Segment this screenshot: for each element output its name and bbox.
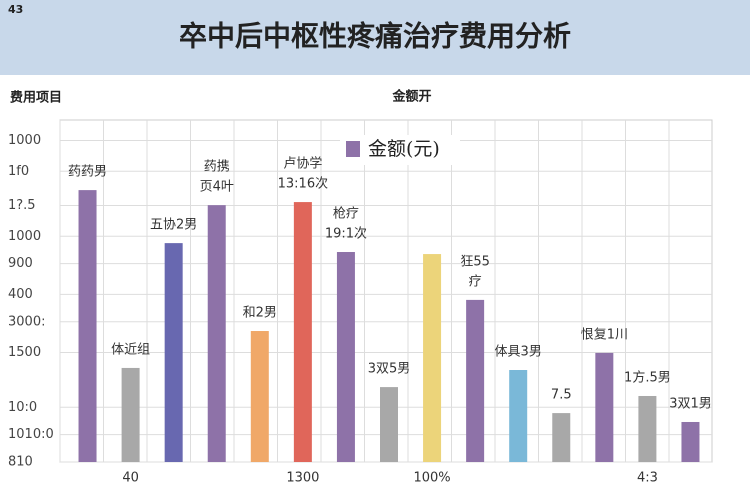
x-tick-label: 40	[122, 471, 139, 486]
bar	[336, 252, 355, 462]
y-tick-label: 3000:	[8, 314, 45, 329]
y-tick-label: 1?.5	[8, 198, 36, 213]
y-tick-label: 900	[8, 256, 33, 271]
legend-swatch	[346, 141, 360, 157]
bar	[78, 190, 97, 463]
bar	[250, 331, 269, 462]
y-tick-label: 1500	[8, 345, 41, 360]
bar	[423, 254, 442, 462]
bar	[595, 352, 614, 462]
y-tick-label: 1010:0	[8, 427, 54, 442]
header-center: 金额开	[391, 89, 431, 105]
bar	[638, 395, 657, 462]
bar-label: 疗	[469, 274, 482, 289]
x-tick-label: 1300	[286, 471, 319, 486]
y-tick-label: 10:0	[8, 400, 37, 415]
bar-label: 7.5	[551, 388, 572, 403]
bar	[509, 370, 528, 462]
bar-label: 3双5男	[368, 362, 411, 377]
x-tick-label: 4:3	[637, 471, 658, 486]
bar	[552, 413, 571, 462]
bar-label: 和2男	[243, 306, 277, 321]
y-tick-label: 810	[8, 455, 33, 470]
y-tick-label: 400	[8, 287, 33, 302]
bar-label: 药携	[204, 159, 230, 175]
bar-label: 19:1次	[325, 226, 367, 242]
bar-label: 1方.5男	[624, 369, 671, 385]
corner-label: 43	[8, 3, 23, 16]
bar-label: 3双1男	[669, 396, 712, 411]
bar-label: 枪疗	[333, 206, 359, 222]
y-tick-label: 1000	[8, 133, 41, 148]
bar	[207, 205, 226, 462]
bar-label: 恨复1川	[581, 327, 628, 342]
x-tick-label: 100%	[413, 471, 450, 486]
legend-label: 金额(元)	[368, 138, 440, 160]
bar	[293, 202, 312, 462]
y-tick-label: 1000	[8, 229, 41, 244]
bar-label: 13:16次	[278, 176, 328, 192]
bar-label: 页4叶	[200, 180, 234, 195]
bar-label: 体具3男	[495, 345, 542, 360]
bar	[164, 243, 183, 462]
bar-label: 药药男	[68, 165, 107, 180]
y-tick-label: 1f0	[8, 164, 29, 179]
bar	[466, 299, 485, 462]
bar-label: 五协2男	[150, 218, 197, 233]
chart-title: 卒中后中枢性疼痛治疗费用分析	[179, 20, 571, 53]
header-band	[0, 0, 750, 75]
bar	[121, 367, 140, 462]
bar	[681, 421, 700, 462]
bar-label: 狂55	[460, 254, 490, 269]
bar-label: 卢协学	[283, 156, 322, 172]
bar-label: 体近组	[111, 342, 150, 357]
header-left: 费用项目	[10, 90, 62, 106]
bar	[380, 387, 398, 462]
